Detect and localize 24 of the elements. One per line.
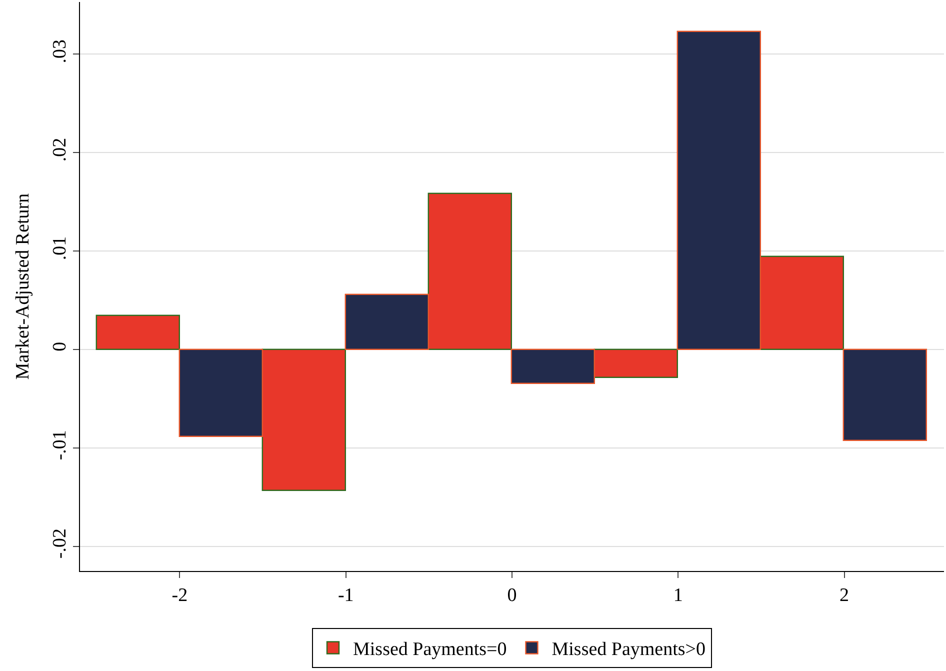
legend-label: Missed Payments>0 [552,639,706,660]
bar [178,348,263,437]
y-axis-title: Market-Adjusted Return [12,192,34,380]
y-tick-label: .03 [49,39,70,64]
bar [842,348,927,441]
bar [344,294,429,350]
bar [96,314,180,350]
y-tick-label: -.01 [49,430,70,460]
legend-label: Missed Payments=0 [353,639,507,660]
bar [262,348,346,491]
x-tick-label: -1 [338,584,354,606]
x-tick-label: 0 [507,584,517,606]
x-tick-label: 2 [840,584,850,606]
bar [510,348,595,384]
bar [760,256,844,350]
bar [594,348,678,378]
x-tick-label: -2 [172,584,188,606]
bar [428,192,512,350]
y-tick-label: .02 [49,138,70,162]
x-tick-label: 1 [673,584,683,606]
y-tick-label: .01 [49,236,70,260]
y-tick-label: -.02 [49,528,70,559]
y-tick-label: 0 [49,342,70,352]
bar [676,30,761,350]
